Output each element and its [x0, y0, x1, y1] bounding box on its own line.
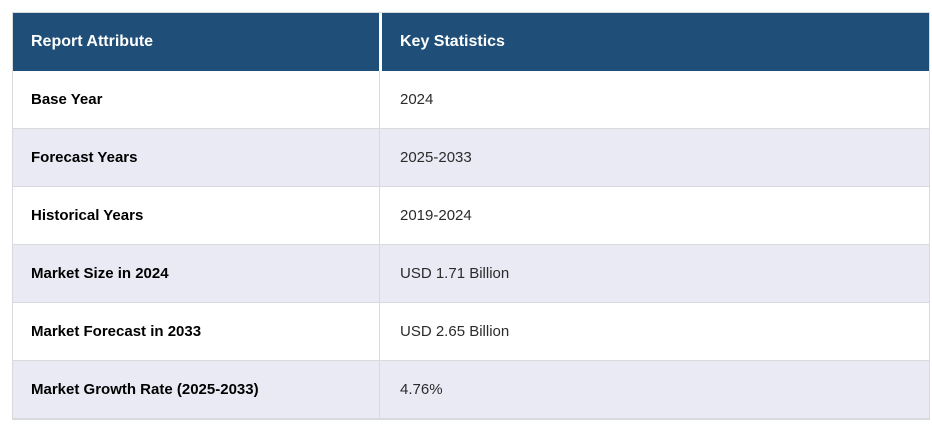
attribute-cell: Market Forecast in 2033 [13, 303, 379, 361]
attribute-cell: Historical Years [13, 187, 379, 245]
column-header-report-attribute: Report Attribute [13, 13, 379, 71]
table-row: Market Growth Rate (2025-2033) 4.76% [13, 361, 929, 419]
attribute-cell: Base Year [13, 71, 379, 129]
value-cell: 2024 [379, 71, 929, 129]
table-body: Base Year 2024 Forecast Years 2025-2033 … [13, 71, 929, 419]
value-cell: 2019-2024 [379, 187, 929, 245]
table-row: Market Size in 2024 USD 1.71 Billion [13, 245, 929, 303]
value-cell: USD 1.71 Billion [379, 245, 929, 303]
column-header-key-statistics: Key Statistics [379, 13, 929, 71]
value-cell: 4.76% [379, 361, 929, 419]
table-row: Market Forecast in 2033 USD 2.65 Billion [13, 303, 929, 361]
value-cell: USD 2.65 Billion [379, 303, 929, 361]
table-row: Historical Years 2019-2024 [13, 187, 929, 245]
attribute-cell: Market Growth Rate (2025-2033) [13, 361, 379, 419]
table-header: Report Attribute Key Statistics [13, 13, 929, 71]
report-statistics-table: Report Attribute Key Statistics Base Yea… [12, 12, 930, 420]
attribute-cell: Market Size in 2024 [13, 245, 379, 303]
attribute-cell: Forecast Years [13, 129, 379, 187]
header-row: Report Attribute Key Statistics [13, 13, 929, 71]
table-row: Forecast Years 2025-2033 [13, 129, 929, 187]
table-row: Base Year 2024 [13, 71, 929, 129]
value-cell: 2025-2033 [379, 129, 929, 187]
